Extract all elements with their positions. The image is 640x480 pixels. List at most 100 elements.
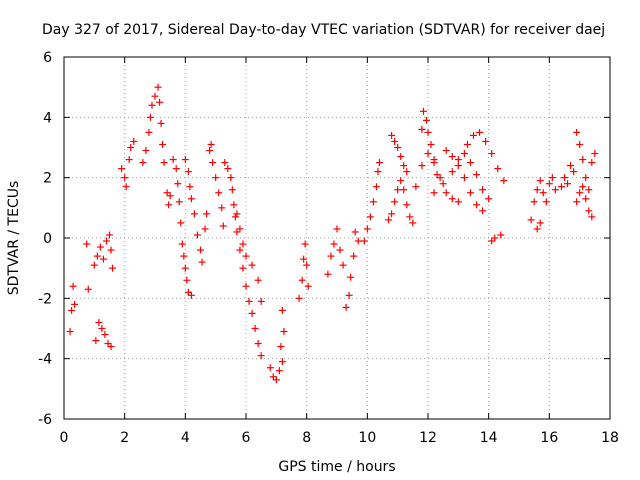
data-point (174, 180, 182, 188)
data-point (169, 156, 177, 164)
data-point (66, 328, 74, 336)
data-point (180, 252, 188, 260)
data-point (157, 119, 165, 127)
data-point (403, 168, 411, 176)
y-tick-label: -4 (38, 352, 52, 368)
data-point (96, 243, 104, 251)
data-point (278, 358, 286, 366)
data-point (433, 171, 441, 179)
y-axis-label: SDTVAR / TECUs (6, 181, 22, 296)
data-point (248, 309, 256, 317)
data-point (215, 189, 223, 197)
data-point (146, 113, 154, 121)
x-tick-label: 8 (302, 430, 311, 446)
data-point (400, 162, 408, 170)
data-point (251, 325, 259, 332)
data-point (324, 270, 332, 278)
data-point (454, 156, 462, 164)
data-point (576, 189, 584, 197)
data-point (497, 231, 505, 239)
data-point (360, 237, 368, 245)
data-point (533, 186, 541, 194)
data-point (418, 162, 426, 170)
data-point (122, 183, 130, 191)
data-point (300, 255, 308, 263)
data-point (582, 195, 590, 203)
data-point (181, 264, 189, 272)
data-point (159, 140, 167, 148)
data-point (209, 159, 217, 167)
data-point (102, 237, 110, 245)
data-point (160, 159, 168, 167)
data-point (230, 201, 238, 209)
data-point (394, 144, 402, 151)
data-point (218, 204, 226, 212)
data-point (342, 303, 350, 311)
data-point (391, 137, 399, 145)
data-point (206, 147, 214, 155)
data-point (239, 264, 247, 272)
data-point (254, 340, 262, 348)
data-point (412, 183, 420, 191)
data-point (473, 201, 481, 209)
data-point (242, 282, 250, 290)
data-point (542, 198, 550, 206)
data-point (219, 222, 227, 230)
grid (64, 57, 610, 419)
data-point (98, 325, 106, 332)
data-point (327, 252, 335, 260)
data-point (151, 92, 159, 100)
data-point (245, 297, 253, 305)
data-point (479, 207, 487, 215)
data-point (84, 285, 92, 293)
x-tick-label: 10 (358, 430, 376, 446)
y-tick-label: 6 (43, 50, 52, 66)
data-point (68, 306, 76, 314)
data-point (83, 240, 91, 248)
data-point (224, 165, 232, 173)
data-point (427, 140, 435, 148)
data-point (99, 255, 107, 263)
data-point (142, 147, 150, 155)
data-point (351, 228, 359, 236)
data-point (448, 153, 456, 161)
data-point (354, 237, 362, 245)
data-point (573, 198, 581, 206)
data-point (212, 174, 220, 182)
data-point (388, 131, 396, 139)
y-tick-label: 2 (43, 171, 52, 187)
data-point (448, 195, 456, 203)
data-point (156, 98, 164, 106)
data-point (187, 291, 195, 299)
data-point (403, 201, 411, 209)
data-point (430, 159, 438, 167)
data-point (90, 261, 98, 269)
data-point (557, 183, 565, 191)
data-point (485, 195, 493, 203)
data-point (330, 240, 338, 248)
data-point (304, 282, 312, 290)
data-point (466, 189, 474, 197)
data-point (375, 159, 383, 167)
x-tick-label: 4 (181, 430, 190, 446)
data-point (95, 318, 103, 326)
data-point (394, 186, 402, 194)
data-point (442, 147, 450, 155)
data-point (400, 186, 408, 194)
data-point (539, 189, 547, 197)
data-point (491, 234, 499, 242)
data-point (175, 198, 183, 206)
data-point (466, 159, 474, 167)
data-point (439, 180, 447, 188)
x-tick-label: 16 (540, 430, 558, 446)
x-axis-label: GPS time / hours (278, 459, 395, 475)
data-point (350, 252, 358, 260)
x-tick-label: 18 (601, 430, 619, 446)
data-point (570, 168, 578, 176)
data-point (236, 246, 244, 254)
y-tick-label: -6 (38, 412, 52, 428)
data-point (391, 198, 399, 206)
data-point (154, 83, 162, 91)
data-point (424, 128, 432, 136)
data-point (579, 183, 587, 191)
